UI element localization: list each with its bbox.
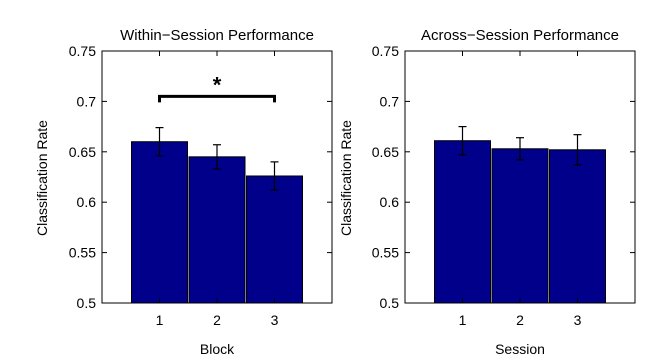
- y-tick-label: 0.75: [372, 43, 399, 59]
- y-tick-label: 0.55: [372, 245, 399, 261]
- y-tick-label: 0.75: [69, 43, 96, 59]
- x-tick-label: 1: [156, 312, 164, 328]
- y-axis-label: Classification Rate: [338, 120, 354, 236]
- y-tick-label: 0.7: [77, 93, 97, 109]
- y-tick-label: 0.65: [372, 144, 399, 160]
- y-tick-label: 0.6: [77, 194, 97, 210]
- significance-bracket: [158, 94, 276, 103]
- y-tick-label: 0.55: [69, 245, 96, 261]
- bar-3: [246, 175, 303, 304]
- plot-area: 0.5 0.55 0.6 0.65 0.7 0.75 1 2 3: [372, 43, 636, 328]
- x-tick-label: 2: [213, 312, 221, 328]
- panel-across-session: Across−Session Performance Classificatio…: [338, 27, 636, 356]
- bar-2: [188, 156, 246, 304]
- y-tick-label: 0.5: [77, 295, 97, 311]
- y-tick-label: 0.5: [380, 295, 400, 311]
- plot-area: 0.5 0.55 0.6 0.65 0.7 0.75 1 2 3 *: [69, 43, 333, 328]
- chart-title: Within−Session Performance: [120, 27, 314, 44]
- x-tick-label: 3: [574, 312, 582, 328]
- panel-within-session: Within−Session Performance Classificatio…: [34, 27, 333, 356]
- chart-title: Across−Session Performance: [421, 27, 619, 44]
- x-axis-label: Session: [495, 341, 545, 356]
- x-tick-label: 2: [516, 312, 524, 328]
- y-tick-label: 0.65: [69, 144, 96, 160]
- y-tick-label: 0.6: [380, 194, 400, 210]
- bar-1: [131, 141, 188, 304]
- significance-marker: *: [213, 72, 222, 97]
- x-tick-label: 3: [271, 312, 279, 328]
- bar-2: [491, 148, 549, 304]
- y-axis-label: Classification Rate: [34, 120, 50, 236]
- y-tick-label: 0.7: [380, 93, 400, 109]
- bar-3: [549, 149, 606, 304]
- bar-1: [434, 140, 491, 304]
- x-axis-label: Block: [200, 341, 235, 356]
- x-tick-label: 1: [459, 312, 467, 328]
